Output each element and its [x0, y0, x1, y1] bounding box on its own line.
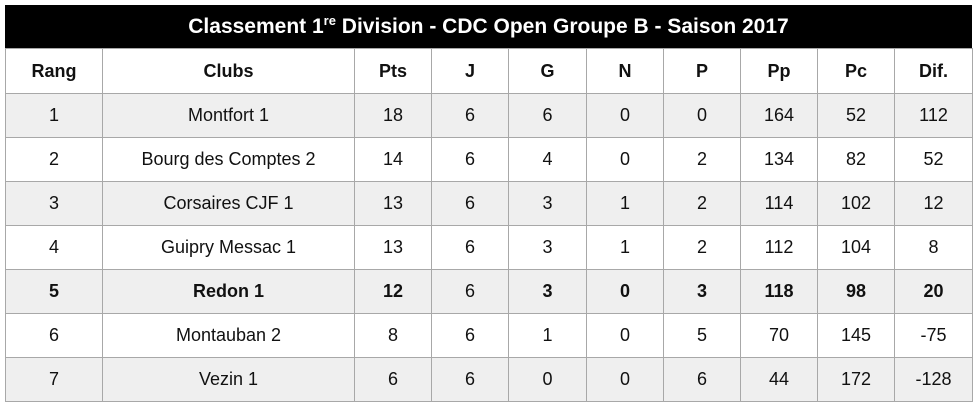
table-cell: 2 — [663, 181, 741, 226]
standings: Classement 1re Division - CDC Open Group… — [5, 5, 973, 402]
table-cell: 8 — [354, 313, 432, 358]
table-cell: 13 — [354, 181, 432, 226]
table-cell: 0 — [586, 313, 664, 358]
table-cell: 82 — [817, 137, 895, 182]
table-cell: 6 — [508, 93, 587, 138]
table-cell: 102 — [817, 181, 895, 226]
table-cell: Vezin 1 — [102, 357, 355, 402]
table-cell: 4 — [508, 137, 587, 182]
table-cell: 6 — [431, 181, 509, 226]
table-cell: 18 — [354, 93, 432, 138]
table-title: Classement 1re Division - CDC Open Group… — [5, 5, 972, 48]
table-cell: 145 — [817, 313, 895, 358]
table-cell: -75 — [894, 313, 973, 358]
title-text: Division - CDC Open Groupe B - Saison 20… — [335, 15, 789, 38]
table-cell: 0 — [663, 93, 741, 138]
table-cell: 13 — [354, 225, 432, 270]
table-cell: 0 — [586, 93, 664, 138]
table-cell: 70 — [740, 313, 818, 358]
table-cell: 1 — [586, 181, 664, 226]
column-header: Pc — [817, 48, 895, 94]
table-cell: 3 — [508, 269, 587, 314]
table-cell: 172 — [817, 357, 895, 402]
table-cell: 44 — [740, 357, 818, 402]
table-row: 1 Montfort 1 18 6 6 0 0 164 52 112 — [5, 93, 973, 138]
table-cell: 6 — [431, 225, 509, 270]
table-cell: 0 — [586, 357, 664, 402]
table-cell: 12 — [894, 181, 973, 226]
table-cell: 3 — [5, 181, 103, 226]
table-row: 3 Corsaires CJF 1 13 6 3 1 2 114 102 12 — [5, 181, 973, 226]
table-cell: 6 — [431, 137, 509, 182]
table-cell: 6 — [663, 357, 741, 402]
table-cell: 164 — [740, 93, 818, 138]
table-cell: 0 — [508, 357, 587, 402]
table-row: 6 Montauban 2 8 6 1 0 5 70 145 -75 — [5, 313, 973, 358]
column-header: Pp — [740, 48, 818, 94]
column-header: J — [431, 48, 509, 94]
table-cell: 20 — [894, 269, 973, 314]
table-cell: Montfort 1 — [102, 93, 355, 138]
table-row: 7 Vezin 1 6 6 0 0 6 44 172 -128 — [5, 357, 973, 402]
column-header: Pts — [354, 48, 432, 94]
table-row: 2 Bourg des Comptes 2 14 6 4 0 2 134 82 52 — [5, 137, 973, 182]
table-cell: 2 — [663, 225, 741, 270]
table-cell: 118 — [740, 269, 818, 314]
table-cell: 112 — [894, 93, 973, 138]
table-body: 1 Montfort 1 18 6 6 0 0 164 52 112 2 Bourg des Comp… — [5, 93, 973, 402]
table-cell: 1 — [5, 93, 103, 138]
table-row: 5 Redon 1 12 6 3 0 3 118 98 20 — [5, 269, 973, 314]
standings-table: Rang Clubs Pts J G N P Pp Pc Dif. 1 Montfort 1 18 6 6… — [5, 48, 973, 402]
column-header: Clubs — [102, 48, 355, 94]
table-cell: 134 — [740, 137, 818, 182]
table-cell: -128 — [894, 357, 973, 402]
table-cell: 3 — [508, 181, 587, 226]
table-cell: 8 — [894, 225, 973, 270]
table-cell: 114 — [740, 181, 818, 226]
table-cell: 6 — [431, 269, 509, 314]
table-cell: Corsaires CJF 1 — [102, 181, 355, 226]
column-header: P — [663, 48, 741, 94]
table-cell: 4 — [5, 225, 103, 270]
table-cell: 6 — [431, 357, 509, 402]
table-cell: 52 — [817, 93, 895, 138]
table-cell: 14 — [354, 137, 432, 182]
table-cell: 6 — [5, 313, 103, 358]
table-cell: 1 — [508, 313, 587, 358]
table-cell: 6 — [431, 313, 509, 358]
title-sup: re — [323, 13, 336, 28]
column-header: G — [508, 48, 587, 94]
table-cell: 1 — [586, 225, 664, 270]
table-cell: Bourg des Comptes 2 — [102, 137, 355, 182]
title-text: Classement 1 — [188, 15, 324, 38]
table-cell: 3 — [663, 269, 741, 314]
table-cell: 7 — [5, 357, 103, 402]
table-cell: 5 — [5, 269, 103, 314]
table-cell: 98 — [817, 269, 895, 314]
table-cell: 0 — [586, 269, 664, 314]
table-cell: 2 — [663, 137, 741, 182]
table-cell: 104 — [817, 225, 895, 270]
header-row: Rang Clubs Pts J G N P Pp Pc Dif. — [5, 48, 973, 94]
table-cell: Montauban 2 — [102, 313, 355, 358]
table-cell: 6 — [431, 93, 509, 138]
table-cell: 5 — [663, 313, 741, 358]
table-cell: 6 — [354, 357, 432, 402]
table-cell: 2 — [5, 137, 103, 182]
table-cell: 52 — [894, 137, 973, 182]
table-cell: 12 — [354, 269, 432, 314]
column-header: Rang — [5, 48, 103, 94]
table-cell: Redon 1 — [102, 269, 355, 314]
column-header: N — [586, 48, 664, 94]
table-row: 4 Guipry Messac 1 13 6 3 1 2 112 104 8 — [5, 225, 973, 270]
table-cell: 3 — [508, 225, 587, 270]
table-cell: 112 — [740, 225, 818, 270]
table-cell: 0 — [586, 137, 664, 182]
column-header: Dif. — [894, 48, 973, 94]
table-cell: Guipry Messac 1 — [102, 225, 355, 270]
